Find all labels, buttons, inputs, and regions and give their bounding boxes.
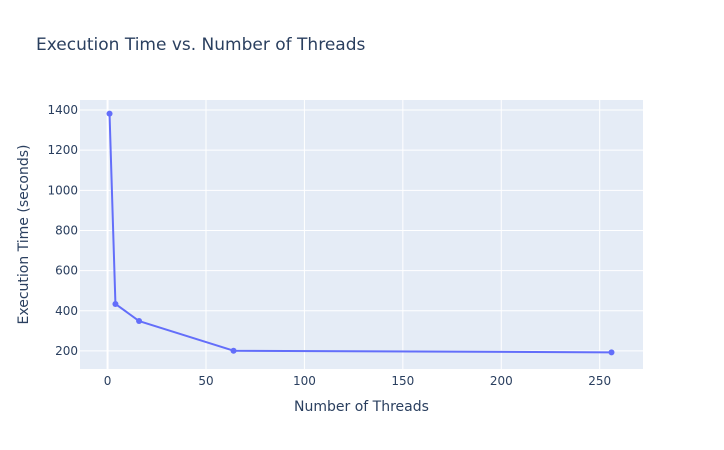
x-ticks: 0 50 100 150 200 250 xyxy=(104,374,611,388)
x-tick-label: 0 xyxy=(104,374,112,388)
grid xyxy=(80,100,643,369)
y-tick-label: 800 xyxy=(55,223,78,237)
x-tick-label: 150 xyxy=(391,374,414,388)
series-group xyxy=(106,110,615,356)
y-tick-label: 1400 xyxy=(47,103,78,117)
y-tick-label: 400 xyxy=(55,304,78,318)
x-axis-title: Number of Threads xyxy=(294,399,429,415)
data-point xyxy=(136,318,143,325)
y-tick-label: 600 xyxy=(55,264,78,278)
x-tick-label: 200 xyxy=(490,374,513,388)
y-tick-label: 1000 xyxy=(47,183,78,197)
data-point xyxy=(106,110,113,117)
data-point xyxy=(112,300,119,307)
data-point xyxy=(608,349,615,356)
x-tick-label: 100 xyxy=(293,374,316,388)
y-tick-label: 200 xyxy=(55,344,78,358)
y-axis-title: Execution Time (seconds) xyxy=(16,144,32,324)
plot-background xyxy=(80,100,643,369)
data-point xyxy=(230,347,237,354)
x-tick-label: 50 xyxy=(198,374,213,388)
chart-title: Execution Time vs. Number of Threads xyxy=(36,35,365,55)
y-tick-label: 1200 xyxy=(47,143,78,157)
y-ticks: 200 400 600 800 1000 1200 1400 xyxy=(47,103,78,358)
x-tick-label: 250 xyxy=(588,374,611,388)
